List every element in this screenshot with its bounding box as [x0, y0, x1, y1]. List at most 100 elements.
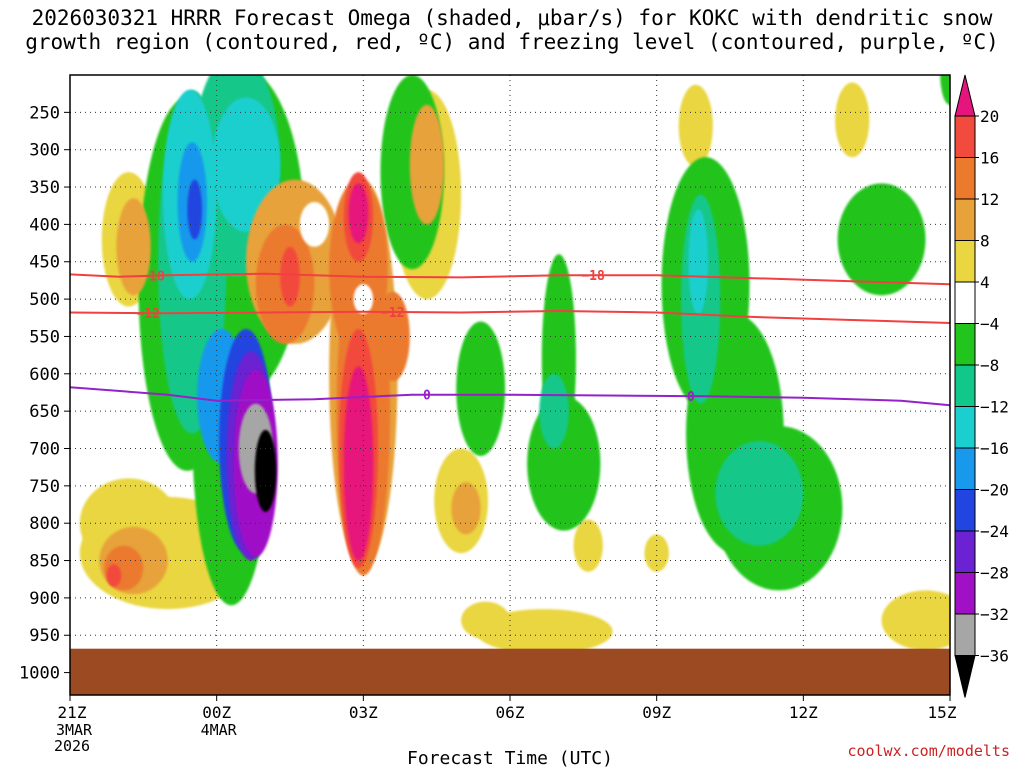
colorbar-tick-label: −28: [980, 564, 1009, 583]
x-axis-label: Forecast Time (UTC): [407, 748, 613, 768]
omega-area: [475, 609, 613, 654]
omega-area: [539, 373, 569, 449]
colorbar-tick-label: 20: [980, 107, 999, 126]
plot-area: −18 −18 −12 −12 0 0: [70, 75, 950, 695]
x-tick-label: 03Z: [349, 703, 378, 722]
omega-area: [106, 564, 122, 587]
y-tick-label: 800: [29, 514, 60, 534]
colorbar-swatch: [954, 613, 976, 656]
colorbar-swatch: [954, 115, 976, 158]
colorbar-tick-label: −12: [980, 398, 1009, 417]
colorbar-tick-label: 8: [980, 232, 990, 251]
x-tick-label: 00Z: [202, 703, 231, 722]
omega-area: [211, 97, 281, 232]
omega-area: [116, 198, 151, 296]
omega-area: [715, 441, 804, 546]
contour-label: −18: [581, 269, 605, 284]
colorbar-swatch-top: [954, 74, 976, 117]
omega-area: [644, 534, 669, 572]
x-tick-date: 4MAR: [201, 721, 238, 739]
colorbar-tick-label: −20: [980, 481, 1009, 500]
y-tick-label: 650: [29, 402, 60, 422]
x-tick-label: 12Z: [789, 703, 818, 722]
y-tick-label: 750: [29, 477, 60, 497]
omega-area: [187, 179, 203, 240]
omega-area: [348, 183, 369, 244]
credit-text: coolwx.com/modelts: [847, 742, 1010, 760]
colorbar-tick-label: 12: [980, 190, 999, 209]
y-tick-label: 300: [29, 141, 60, 161]
omega-area: [409, 104, 444, 225]
y-tick-label: 600: [29, 365, 60, 385]
colorbar-swatch: [954, 323, 976, 366]
colorbar: 20 16 12 8 4 −4 −8 −12 −16 −20 −24 −28 −32 −36: [954, 74, 1009, 698]
ground-below-surface: [70, 648, 950, 695]
omega-area: [573, 519, 603, 572]
omega-area: [299, 201, 330, 247]
colorbar-tick-label: −36: [980, 647, 1009, 666]
colorbar-swatch: [954, 240, 976, 283]
title-line-2: growth region (contoured, red, ºC) and f…: [25, 30, 999, 54]
colorbar-tick-label: −16: [980, 439, 1009, 458]
x-tick-label: 15Z: [928, 703, 957, 722]
y-tick-label: 700: [29, 439, 60, 459]
y-tick-label: 1000: [19, 664, 60, 684]
omega-area: [678, 84, 713, 167]
colorbar-tick-label: −32: [980, 605, 1009, 624]
pressure-axis: 250 300 350 400 450 500 550 600 650 700 750 800 850 9…: [19, 103, 70, 684]
colorbar-swatch: [954, 572, 976, 615]
contour-label: 0: [423, 389, 431, 404]
chart-title: 2026030321 HRRR Forecast Omega (shaded, …: [0, 6, 1024, 54]
omega-area: [353, 284, 374, 315]
omega-area: [451, 482, 481, 535]
contour-line: [70, 272, 950, 286]
colorbar-tick-label: −8: [980, 356, 999, 375]
omega-area: [280, 246, 300, 307]
title-line-1: 2026030321 HRRR Forecast Omega (shaded, …: [31, 6, 993, 30]
x-tick-label: 09Z: [642, 703, 671, 722]
y-tick-label: 250: [29, 103, 60, 123]
colorbar-swatch: [954, 406, 976, 449]
colorbar-swatch: [954, 530, 976, 573]
omega-shading: [79, 75, 950, 654]
contour-label: −18: [141, 270, 165, 285]
contour-label: 0: [687, 390, 695, 405]
y-tick-label: 400: [29, 215, 60, 235]
contour-label: −12: [381, 306, 404, 321]
omega-area: [254, 429, 277, 512]
colorbar-swatch: [954, 281, 976, 324]
colorbar-tick-label: −4: [980, 315, 999, 334]
y-tick-label: 900: [29, 589, 60, 609]
colorbar-swatch: [954, 198, 976, 241]
omega-area: [940, 75, 950, 105]
omega-area: [343, 366, 374, 561]
x-tick-label: 21Z: [58, 703, 87, 722]
omega-area: [881, 590, 950, 651]
omega-area: [835, 82, 870, 158]
contour-label: −12: [136, 307, 159, 322]
temperature-contours: −18 −18 −12 −12 0 0: [70, 269, 950, 407]
omega-area: [837, 183, 926, 296]
omega-area: [688, 209, 708, 315]
colorbar-swatch: [954, 489, 976, 532]
contour-line: [70, 309, 950, 324]
colorbar-swatch: [954, 364, 976, 407]
x-tick-year: 2026: [54, 737, 90, 755]
x-tick-label: 06Z: [496, 703, 525, 722]
colorbar-swatch-bottom: [954, 655, 976, 698]
y-tick-label: 500: [29, 290, 60, 310]
colorbar-swatch: [954, 447, 976, 490]
omega-area: [456, 321, 506, 456]
y-tick-label: 850: [29, 552, 60, 572]
y-tick-label: 550: [29, 327, 60, 347]
y-tick-label: 350: [29, 178, 60, 198]
colorbar-tick-label: −24: [980, 522, 1009, 541]
contour-line: [70, 386, 950, 407]
colorbar-tick-label: 16: [980, 149, 999, 168]
colorbar-swatch: [954, 157, 976, 200]
x-tick-date: 3MAR: [56, 721, 93, 739]
y-tick-label: 450: [29, 253, 60, 273]
colorbar-tick-label: 4: [980, 273, 990, 292]
